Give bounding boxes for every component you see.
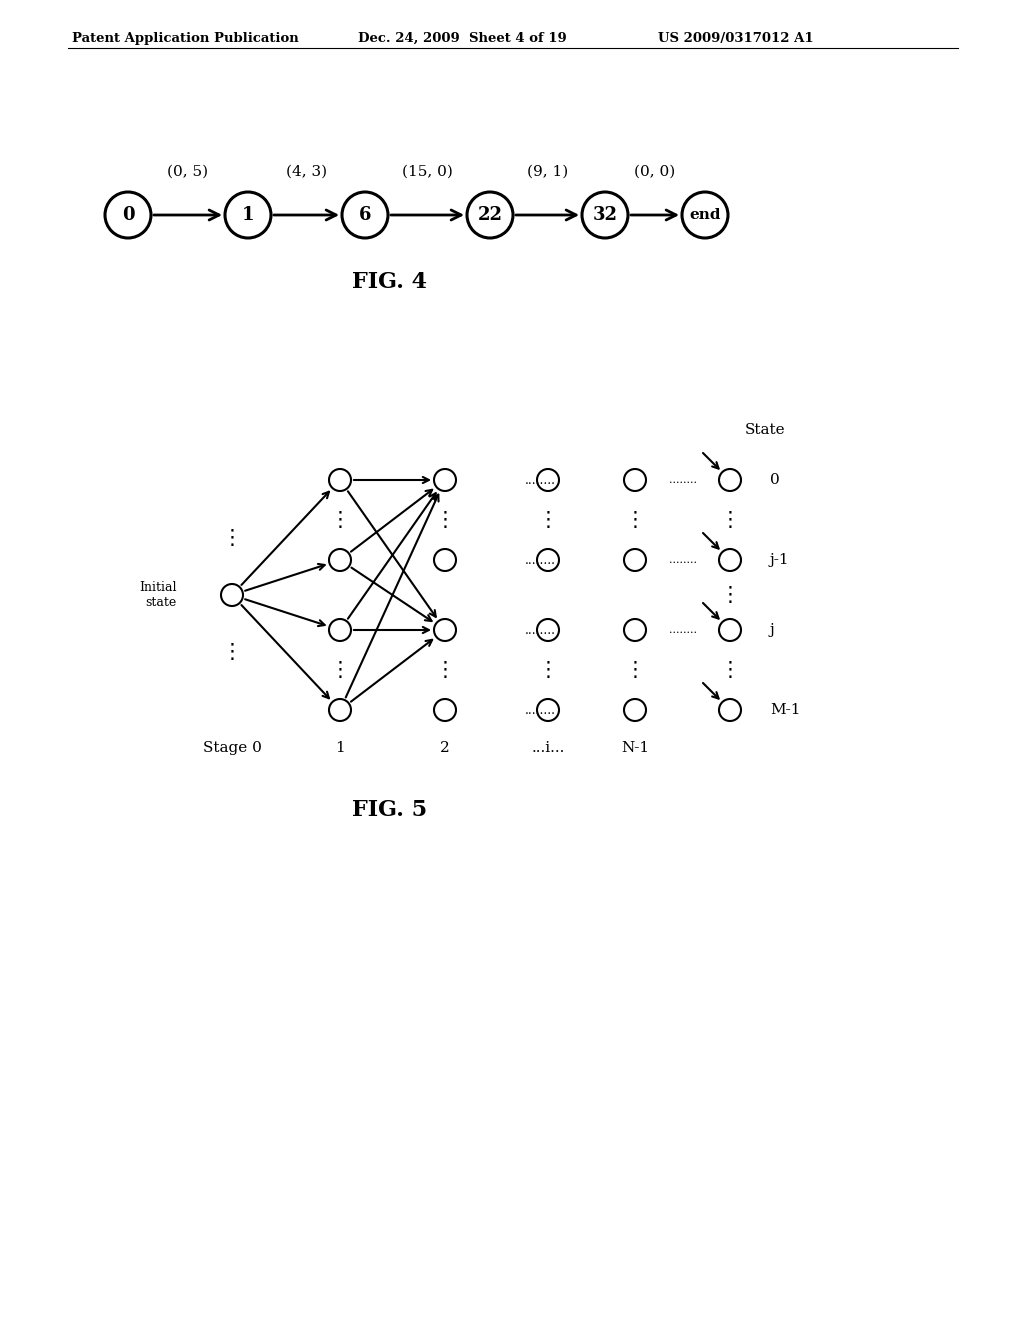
Text: (4, 3): (4, 3) [286, 165, 327, 180]
Text: ........: ........ [669, 554, 696, 565]
Text: ⋮: ⋮ [625, 660, 645, 680]
Text: ........: ........ [669, 475, 696, 484]
Text: ...i...: ...i... [531, 741, 564, 755]
Text: 6: 6 [358, 206, 372, 224]
Text: Patent Application Publication: Patent Application Publication [72, 32, 299, 45]
Text: ⋮: ⋮ [720, 510, 740, 531]
Text: US 2009/0317012 A1: US 2009/0317012 A1 [658, 32, 814, 45]
Text: ⋮: ⋮ [330, 510, 350, 531]
Text: ........: ........ [524, 623, 555, 636]
Text: 2: 2 [440, 741, 450, 755]
Text: (0, 0): (0, 0) [635, 165, 676, 180]
Text: ........: ........ [669, 624, 696, 635]
Text: ........: ........ [524, 553, 555, 566]
Text: ........: ........ [524, 474, 555, 487]
Text: ⋮: ⋮ [538, 660, 558, 680]
Text: (9, 1): (9, 1) [527, 165, 568, 180]
Text: ⋮: ⋮ [625, 510, 645, 531]
Text: Dec. 24, 2009  Sheet 4 of 19: Dec. 24, 2009 Sheet 4 of 19 [358, 32, 566, 45]
Text: FIG. 4: FIG. 4 [352, 271, 427, 293]
Text: 1: 1 [242, 206, 254, 224]
Text: Stage 0: Stage 0 [203, 741, 261, 755]
Text: (15, 0): (15, 0) [402, 165, 453, 180]
Text: ⋮: ⋮ [221, 528, 243, 548]
Text: j: j [770, 623, 775, 638]
Text: Initial
state: Initial state [139, 581, 177, 609]
Text: (0, 5): (0, 5) [168, 165, 209, 180]
Text: M-1: M-1 [770, 704, 801, 717]
Text: end: end [689, 209, 721, 222]
Text: ........: ........ [524, 704, 555, 717]
Text: ⋮: ⋮ [538, 510, 558, 531]
Text: 0: 0 [122, 206, 134, 224]
Text: ⋮: ⋮ [720, 660, 740, 680]
Text: 1: 1 [335, 741, 345, 755]
Text: ⋮: ⋮ [330, 660, 350, 680]
Text: N-1: N-1 [621, 741, 649, 755]
Text: ⋮: ⋮ [720, 585, 740, 605]
Text: j-1: j-1 [770, 553, 790, 568]
Text: 32: 32 [593, 206, 617, 224]
Text: ⋮: ⋮ [434, 510, 456, 531]
Text: FIG. 5: FIG. 5 [352, 799, 428, 821]
Text: State: State [745, 422, 785, 437]
Text: 0: 0 [770, 473, 779, 487]
Text: ⋮: ⋮ [434, 660, 456, 680]
Text: ⋮: ⋮ [221, 643, 243, 663]
Text: 22: 22 [477, 206, 503, 224]
